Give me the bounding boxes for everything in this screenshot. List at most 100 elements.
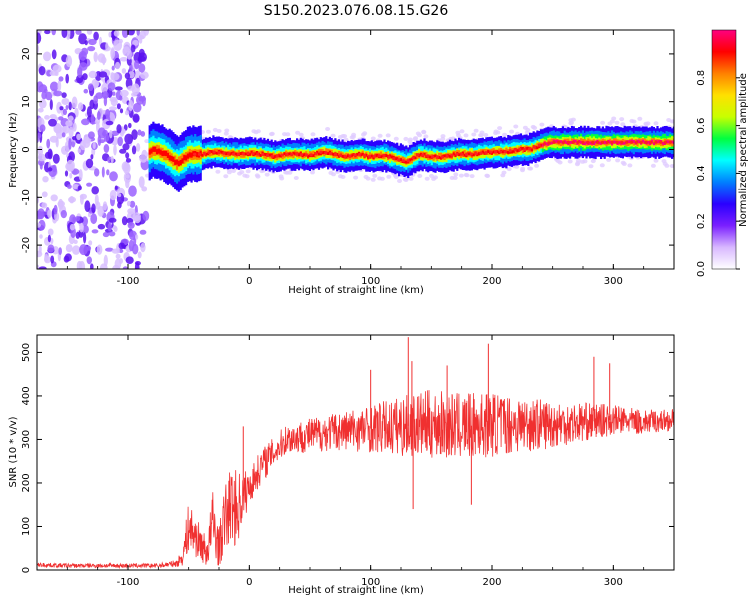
noise-cell xyxy=(140,131,146,137)
noise-cell xyxy=(117,193,122,198)
halo-cell xyxy=(285,132,291,137)
snr-x-tick-label: 300 xyxy=(604,577,623,588)
halo-cell xyxy=(671,119,674,124)
snr-line xyxy=(37,390,674,570)
noise-cell xyxy=(94,194,99,206)
ridge-peak xyxy=(261,152,265,157)
ridge-peak xyxy=(445,154,449,158)
ridge-cell xyxy=(166,152,169,158)
noise-cell xyxy=(38,99,47,109)
halo-cell xyxy=(370,136,376,141)
ridge-cell xyxy=(268,153,271,157)
ridge-cell xyxy=(458,153,461,157)
noise-cell xyxy=(105,120,114,126)
noise-cell xyxy=(128,122,132,129)
halo-cell xyxy=(506,167,512,172)
ridge-cell xyxy=(512,149,515,153)
noise-cell xyxy=(129,200,136,208)
halo-cell xyxy=(415,131,421,136)
ridge-cell xyxy=(337,150,341,157)
ridge-cell xyxy=(157,148,160,154)
ridge-cell xyxy=(490,152,493,155)
ridge-cell xyxy=(592,142,595,146)
ridge-cell xyxy=(428,155,432,159)
noise-cell xyxy=(113,144,117,156)
halo-cell xyxy=(325,127,331,131)
noise-cell xyxy=(142,210,150,221)
noise-cell xyxy=(107,82,116,91)
noise-cell xyxy=(68,126,74,138)
halo-cell xyxy=(645,121,651,126)
noise-cell xyxy=(138,63,146,73)
ridge-cell xyxy=(216,151,219,155)
ridge-peak xyxy=(333,152,338,157)
ridge-cell xyxy=(569,140,572,144)
ridge-cell xyxy=(312,150,315,157)
noise-cell xyxy=(140,71,149,79)
halo-cell xyxy=(672,164,674,168)
snr-x-tick-label: -100 xyxy=(117,577,140,588)
noise-cell xyxy=(127,221,135,229)
noise-cell xyxy=(77,67,83,78)
ridge-peak xyxy=(319,150,323,154)
noise-cell xyxy=(46,138,51,149)
spectrogram-x-tick-label: 100 xyxy=(361,276,380,287)
ridge-peak xyxy=(440,155,444,159)
noise-cell xyxy=(102,129,108,137)
ridge-peak xyxy=(295,152,299,156)
noise-cell xyxy=(139,229,147,235)
ridge-cell xyxy=(259,154,262,157)
halo-cell xyxy=(620,122,626,127)
ridge-cell xyxy=(347,154,350,158)
noise-cell xyxy=(53,90,63,97)
noise-cell xyxy=(62,108,67,116)
halo-cell xyxy=(264,172,270,177)
noise-cell xyxy=(47,234,52,243)
ridge-cell xyxy=(332,152,335,156)
ridge-peak xyxy=(314,152,318,156)
noise-cell xyxy=(102,201,108,211)
ridge-peak xyxy=(644,140,648,144)
noise-cell xyxy=(77,148,82,154)
ridge-cell xyxy=(443,154,446,161)
noise-cell xyxy=(126,50,132,60)
noise-cell xyxy=(115,253,121,259)
noise-cell xyxy=(111,65,115,71)
noise-cell xyxy=(41,202,48,209)
ridge-peak xyxy=(450,153,454,157)
noise-cell xyxy=(39,234,43,239)
ridge-cell xyxy=(580,140,583,144)
ridge-cell xyxy=(206,152,210,156)
noise-cell xyxy=(45,91,53,101)
ridge-cell xyxy=(671,140,674,147)
halo-cell xyxy=(397,179,402,183)
noise-cell xyxy=(68,101,72,111)
noise-cell xyxy=(108,106,118,111)
noise-cell xyxy=(49,114,57,119)
noise-cell xyxy=(128,99,134,112)
noise-cell xyxy=(77,102,84,111)
ridge-cell xyxy=(319,152,322,156)
spectrogram-x-tick-label: 200 xyxy=(482,276,501,287)
halo-cell xyxy=(223,174,229,179)
halo-cell xyxy=(206,129,211,134)
halo-cell xyxy=(424,176,430,181)
noise-cell xyxy=(138,176,145,189)
noise-cell xyxy=(134,262,140,269)
noise-cell xyxy=(47,244,55,253)
ridge-peak xyxy=(557,140,561,144)
halo-cell xyxy=(310,170,315,175)
ridge-peak xyxy=(202,152,206,156)
ridge-cell xyxy=(434,154,437,158)
ridge-cell xyxy=(565,141,568,144)
noise-cell xyxy=(44,30,51,35)
noise-cell xyxy=(103,254,108,267)
noise-cell xyxy=(121,30,129,38)
ridge-cell xyxy=(365,153,368,157)
noise-cell xyxy=(107,222,112,232)
noise-cell xyxy=(105,42,109,51)
ridge-peak xyxy=(435,155,439,159)
halo-cell xyxy=(429,173,434,178)
ridge-peak xyxy=(372,154,376,158)
noise-cell xyxy=(129,63,133,72)
